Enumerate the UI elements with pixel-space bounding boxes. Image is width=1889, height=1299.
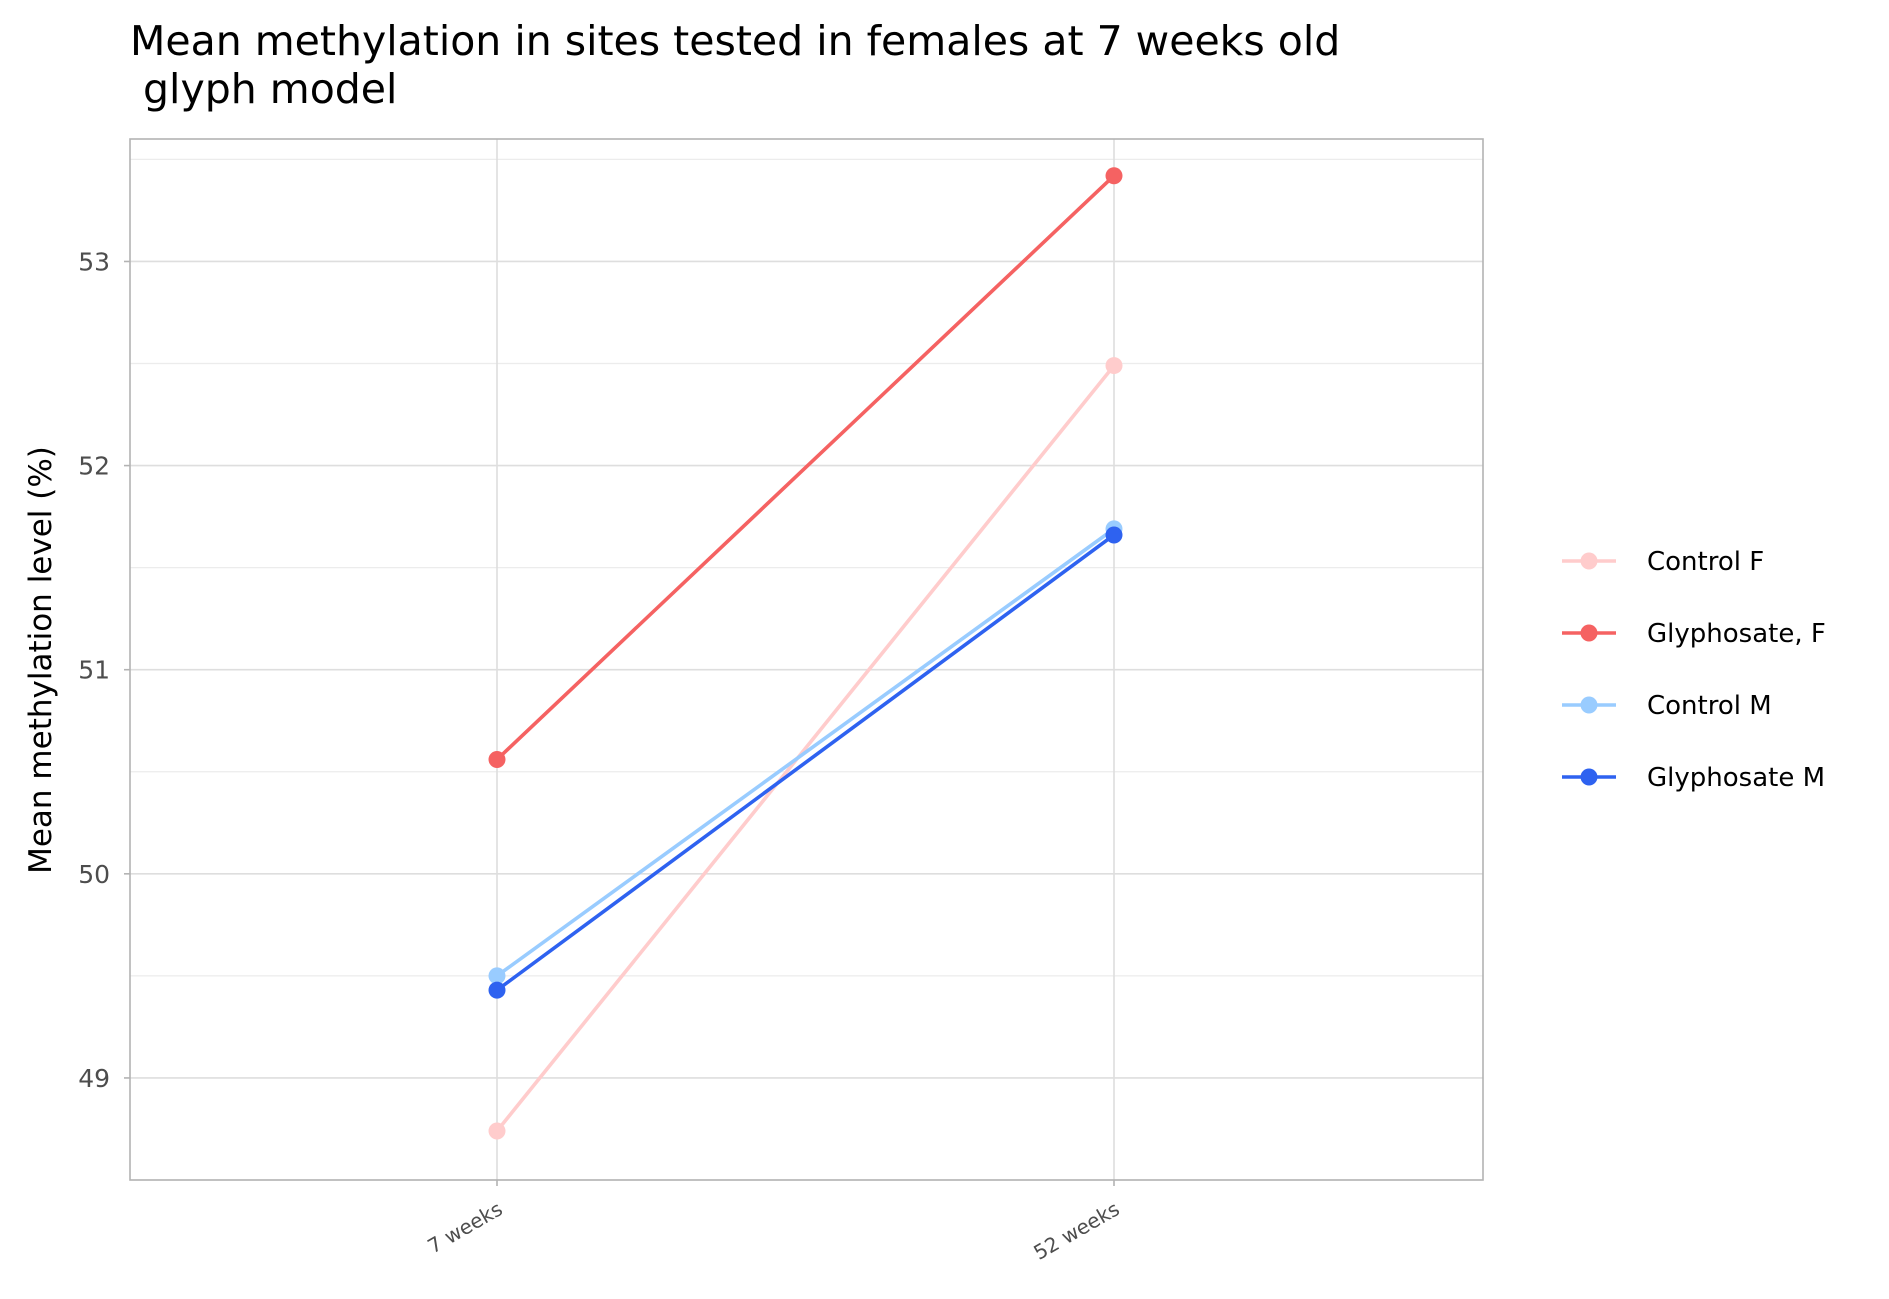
series-lines: [488, 167, 1123, 1140]
data-point: [488, 751, 506, 769]
data-point: [1105, 526, 1123, 544]
series-0: [488, 357, 1123, 1140]
legend-label: Control M: [1647, 691, 1772, 721]
series-1: [488, 167, 1123, 769]
series-line: [495, 533, 1116, 992]
legend-key-point: [1580, 624, 1598, 642]
legend-key-point: [1580, 768, 1598, 786]
legend-item: Control F: [1562, 547, 1764, 577]
y-tick-label: 49: [78, 1064, 110, 1093]
legend-key-point: [1580, 696, 1598, 714]
grid: [129, 138, 1484, 1181]
x-tick-label: 7 weeks: [423, 1197, 506, 1259]
series-3: [488, 526, 1123, 999]
legend-label: Control F: [1647, 547, 1764, 577]
y-tick-label: 52: [78, 452, 110, 481]
y-axis-title: Mean methylation level (%): [23, 446, 59, 874]
x-tick-label: 52 weeks: [1029, 1197, 1123, 1265]
chart-title-line-2: glyph model: [130, 65, 397, 113]
legend-label: Glyphosate, F: [1647, 619, 1826, 649]
legend: Control F Glyphosate, F Control M Glyphosat…: [1562, 547, 1826, 793]
y-tick-label: 53: [78, 247, 110, 276]
legend-item: Glyphosate M: [1562, 763, 1825, 793]
series-line: [495, 527, 1116, 978]
y-tick-label: 50: [78, 860, 110, 889]
data-point: [1105, 167, 1123, 185]
panel-border: [129, 138, 1484, 1181]
data-point: [488, 981, 506, 999]
y-tick-label: 51: [78, 656, 110, 685]
legend-item: Glyphosate, F: [1562, 619, 1826, 649]
series-line: [495, 173, 1116, 762]
legend-key-point: [1580, 552, 1598, 570]
data-point: [1105, 357, 1123, 375]
data-point: [488, 967, 506, 985]
chart-title-line-1: Mean methylation in sites tested in fema…: [130, 17, 1340, 65]
legend-item: Control M: [1562, 691, 1772, 721]
data-point: [488, 1122, 506, 1140]
axes: 49 50 51 52 53 7 weeks 52 weeks: [78, 247, 1123, 1264]
legend-label: Glyphosate M: [1647, 763, 1825, 793]
series-2: [488, 520, 1123, 985]
series-line: [495, 363, 1116, 1133]
